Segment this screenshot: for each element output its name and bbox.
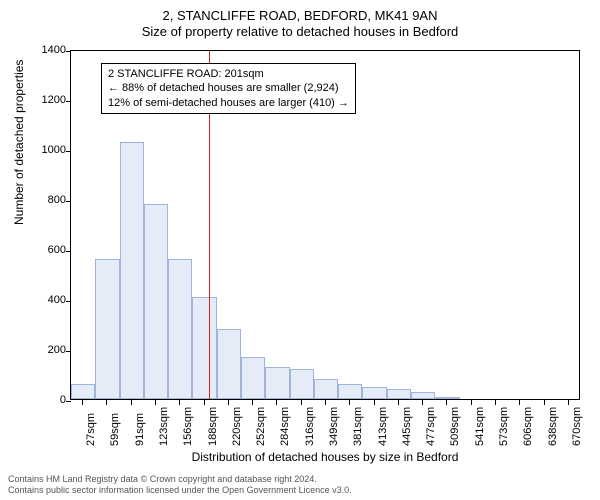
x-tick-label: 316sqm <box>304 407 316 446</box>
y-tick-mark <box>66 151 71 152</box>
x-tick-mark <box>155 400 156 405</box>
title-block: 2, STANCLIFFE ROAD, BEDFORD, MK41 9AN Si… <box>0 0 600 41</box>
x-tick-label: 284sqm <box>279 407 291 446</box>
histogram-bar <box>290 369 314 399</box>
histogram-bar <box>338 384 362 399</box>
x-tick-label: 445sqm <box>401 407 413 446</box>
x-tick-mark <box>471 400 472 405</box>
y-tick-mark <box>66 251 71 252</box>
x-tick-label: 59sqm <box>109 413 121 446</box>
x-tick-mark <box>519 400 520 405</box>
x-tick-mark <box>252 400 253 405</box>
x-tick-label: 156sqm <box>182 407 194 446</box>
y-tick-label: 600 <box>0 244 66 256</box>
x-tick-mark <box>568 400 569 405</box>
x-tick-label: 638sqm <box>547 407 559 446</box>
histogram-bar <box>95 259 119 399</box>
histogram-bar <box>435 397 459 400</box>
y-tick-label: 200 <box>0 344 66 356</box>
x-tick-mark <box>179 400 180 405</box>
x-tick-mark <box>82 400 83 405</box>
x-tick-mark <box>301 400 302 405</box>
x-tick-mark <box>106 400 107 405</box>
histogram-bar <box>120 142 144 400</box>
x-tick-mark <box>544 400 545 405</box>
y-tick-label: 1400 <box>0 44 66 56</box>
x-tick-label: 573sqm <box>498 407 510 446</box>
x-tick-label: 381sqm <box>352 407 364 446</box>
histogram-bar <box>362 387 386 400</box>
x-tick-label: 349sqm <box>328 407 340 446</box>
y-tick-label: 0 <box>0 394 66 406</box>
x-tick-mark <box>446 400 447 405</box>
y-tick-mark <box>66 51 71 52</box>
title-line-1: 2, STANCLIFFE ROAD, BEDFORD, MK41 9AN <box>0 8 600 24</box>
histogram-bar <box>71 384 95 399</box>
histogram-bar <box>314 379 338 399</box>
plot-area: 2 STANCLIFFE ROAD: 201sqm ← 88% of detac… <box>70 50 580 400</box>
x-axis-ticks: 27sqm 59sqm 91sqm 123sqm 156sqm 188sqm 220sqm 2… <box>70 400 580 450</box>
y-tick-label: 400 <box>0 294 66 306</box>
y-tick-label: 1000 <box>0 144 66 156</box>
x-tick-mark <box>276 400 277 405</box>
footer-line-1: Contains HM Land Registry data © Crown c… <box>8 474 352 485</box>
histogram-bar <box>144 204 168 399</box>
title-line-2: Size of property relative to detached ho… <box>0 24 600 40</box>
annotation-line-3: 12% of semi-detached houses are larger (… <box>108 96 349 110</box>
footer-attribution: Contains HM Land Registry data © Crown c… <box>8 474 352 497</box>
annotation-line-1: 2 STANCLIFFE ROAD: 201sqm <box>108 67 349 81</box>
histogram-bar <box>168 259 192 399</box>
footer-line-2: Contains public sector information licen… <box>8 485 352 496</box>
x-tick-label: 670sqm <box>571 407 583 446</box>
x-tick-mark <box>349 400 350 405</box>
y-tick-mark <box>66 101 71 102</box>
y-tick-mark <box>66 201 71 202</box>
histogram-bar <box>241 357 265 400</box>
histogram-bar <box>411 392 435 400</box>
x-tick-label: 220sqm <box>231 407 243 446</box>
histogram-bar <box>217 329 241 399</box>
x-tick-mark <box>398 400 399 405</box>
x-tick-label: 541sqm <box>474 407 486 446</box>
y-tick-label: 800 <box>0 194 66 206</box>
histogram-bar <box>265 367 289 400</box>
histogram-bar <box>192 297 216 400</box>
y-tick-mark <box>66 351 71 352</box>
x-tick-mark <box>374 400 375 405</box>
x-tick-mark <box>131 400 132 405</box>
x-tick-label: 27sqm <box>85 413 97 446</box>
x-tick-label: 606sqm <box>522 407 534 446</box>
figure: 2, STANCLIFFE ROAD, BEDFORD, MK41 9AN Si… <box>0 0 600 500</box>
annotation-box: 2 STANCLIFFE ROAD: 201sqm ← 88% of detac… <box>101 63 356 114</box>
y-axis-label: Number of detached properties <box>12 60 26 225</box>
x-tick-label: 413sqm <box>377 407 389 446</box>
x-tick-label: 91sqm <box>134 413 146 446</box>
annotation-line-2: ← 88% of detached houses are smaller (2,… <box>108 81 349 95</box>
y-tick-mark <box>66 301 71 302</box>
histogram-bar <box>387 389 411 399</box>
x-tick-label: 477sqm <box>425 407 437 446</box>
x-tick-label: 188sqm <box>207 407 219 446</box>
y-tick-label: 1200 <box>0 94 66 106</box>
x-tick-label: 509sqm <box>449 407 461 446</box>
y-axis-ticks: 0200400600800100012001400 <box>0 50 70 400</box>
x-tick-mark <box>204 400 205 405</box>
x-tick-mark <box>422 400 423 405</box>
x-tick-mark <box>228 400 229 405</box>
x-tick-mark <box>495 400 496 405</box>
x-tick-mark <box>325 400 326 405</box>
x-axis-label: Distribution of detached houses by size … <box>70 450 580 464</box>
x-tick-label: 123sqm <box>158 407 170 446</box>
x-tick-label: 252sqm <box>255 407 267 446</box>
